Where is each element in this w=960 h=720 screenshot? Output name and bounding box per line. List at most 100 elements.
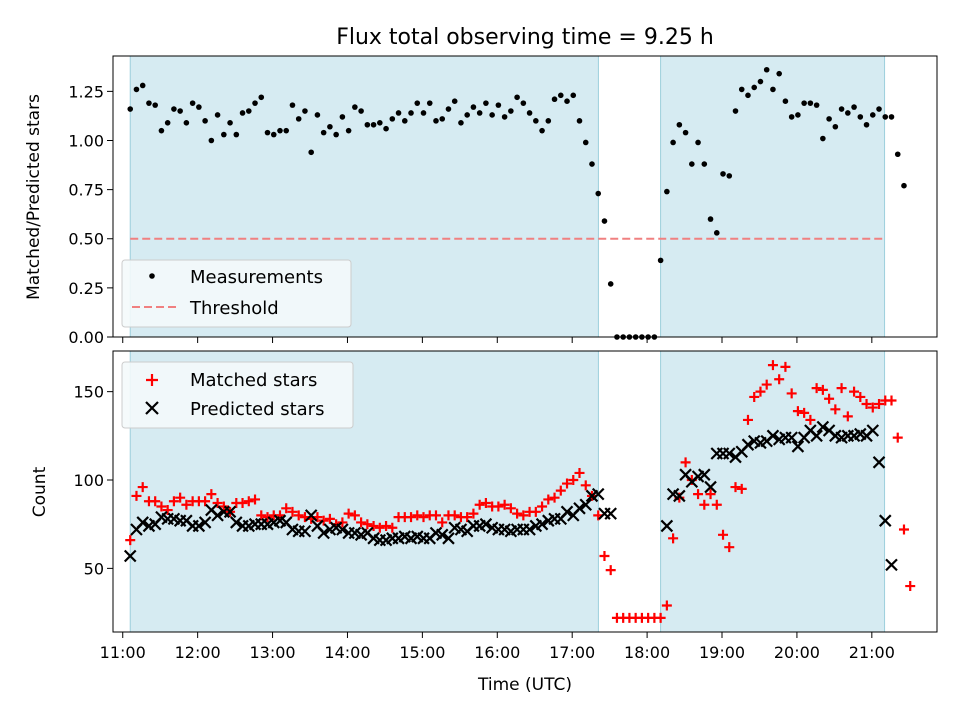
measurement-point <box>320 129 327 136</box>
measurement-point <box>801 100 807 106</box>
matched-star-point <box>430 510 441 521</box>
measurement-point <box>370 121 377 128</box>
matched-star-point <box>387 522 398 533</box>
predicted-star-point <box>878 514 892 527</box>
measurement-point <box>433 118 439 124</box>
measurement-point <box>146 100 152 106</box>
measurement-point <box>826 116 832 122</box>
matched-star-point <box>324 513 335 524</box>
measurement-point <box>233 131 240 138</box>
observing-window <box>660 55 886 338</box>
predicted-star-point <box>223 505 237 519</box>
predicted-star-point <box>722 447 736 460</box>
measurement-point <box>270 131 277 138</box>
ratio-panel: 0.00 0.25 0.50 0.75 1.00 1.25 Matched/Predict… <box>24 55 938 347</box>
predicted-star-point <box>442 532 455 545</box>
matched-star-point <box>368 520 379 531</box>
measurement-point <box>557 92 564 99</box>
predicted-star-point <box>192 519 206 533</box>
matched-star-point <box>867 402 878 413</box>
matched-star-point <box>512 508 523 519</box>
matched-star-point <box>337 517 348 528</box>
measurement-point <box>458 120 464 126</box>
matched-star-point <box>562 478 573 489</box>
matched-star-point <box>200 496 211 507</box>
matched-star-point <box>543 494 554 505</box>
measurement-point <box>820 135 826 142</box>
matched-star-point <box>449 510 460 521</box>
predicted-star-point <box>298 524 312 538</box>
predicted-star-point <box>591 487 605 501</box>
measurement-point <box>327 123 333 130</box>
matched-star-point <box>518 510 529 521</box>
measurement-point <box>483 100 489 106</box>
measurement-point <box>533 118 539 124</box>
matched-star-point <box>718 529 729 540</box>
measurement-point <box>539 127 545 134</box>
matched-star-point <box>262 512 273 523</box>
predicted-star-points <box>123 420 898 572</box>
matched-star-point <box>568 475 579 486</box>
measurement-point <box>776 70 782 77</box>
matched-star-point <box>418 512 429 523</box>
y-tick-label: 1.00 <box>68 131 104 150</box>
predicted-star-point <box>885 558 898 572</box>
measurement-point <box>807 100 814 106</box>
measurement-point <box>701 161 708 167</box>
measurement-point <box>501 114 508 120</box>
matched-star-point <box>574 467 585 478</box>
matched-star-point <box>175 492 186 503</box>
legend-measurements-label: Measurements <box>190 267 323 288</box>
predicted-star-point <box>336 523 349 536</box>
y-tick-label: 100 <box>73 471 104 490</box>
x-axis-ticks <box>122 337 873 343</box>
measurement-point <box>595 190 602 197</box>
measurement-point <box>445 106 452 112</box>
y-tick-label: 0.75 <box>68 181 104 200</box>
matched-star-point <box>237 497 248 508</box>
predicted-star-point <box>560 505 574 519</box>
matched-star-point <box>693 489 704 500</box>
matched-star-point <box>474 499 485 510</box>
measurement-point <box>202 118 208 124</box>
observing-window <box>660 350 886 633</box>
measurement-point <box>302 108 308 114</box>
x-axis-ticks: 11:00 12:00 13:00 14:00 15:00 16:00 17:00 18:00… <box>100 632 895 662</box>
measurement-point <box>164 120 171 126</box>
measurement-point <box>551 96 558 103</box>
measurement-point <box>713 230 720 236</box>
measurement-point <box>607 281 614 287</box>
matched-star-point <box>724 542 735 553</box>
measurement-point <box>364 121 371 128</box>
matched-star-point <box>499 499 510 510</box>
x-tick-label: 20:00 <box>774 643 820 662</box>
measurement-point <box>208 137 215 144</box>
x-axis-label: Time (UTC) <box>477 675 572 695</box>
matched-star-point <box>792 406 803 417</box>
chart-title: Flux total observing time = 9.25 h <box>336 25 714 50</box>
x-tick-label: 14:00 <box>324 643 370 662</box>
measurement-point <box>264 129 271 136</box>
measurement-point <box>526 110 533 116</box>
measurement-point <box>352 104 358 110</box>
measurement-point <box>408 110 414 116</box>
matched-star-point <box>842 411 853 422</box>
matched-star-point <box>786 388 797 399</box>
matched-star-point <box>892 432 903 443</box>
measurement-point <box>196 104 202 110</box>
measurement-point <box>358 108 364 114</box>
predicted-star-point <box>785 431 798 444</box>
measurement-point <box>582 139 589 146</box>
legend-matched-label: Matched stars <box>190 370 317 391</box>
y-tick-label: 50 <box>84 559 104 578</box>
measurement-point <box>894 151 901 158</box>
matched-star-point <box>250 494 261 505</box>
matched-star-point <box>742 414 753 425</box>
matched-star-point <box>256 510 267 521</box>
measurement-point <box>664 188 670 195</box>
measurement-point <box>395 110 402 116</box>
measurement-point <box>439 116 446 122</box>
measurement-point <box>745 92 751 99</box>
measurement-point <box>564 98 570 104</box>
matched-star-point <box>711 499 722 510</box>
